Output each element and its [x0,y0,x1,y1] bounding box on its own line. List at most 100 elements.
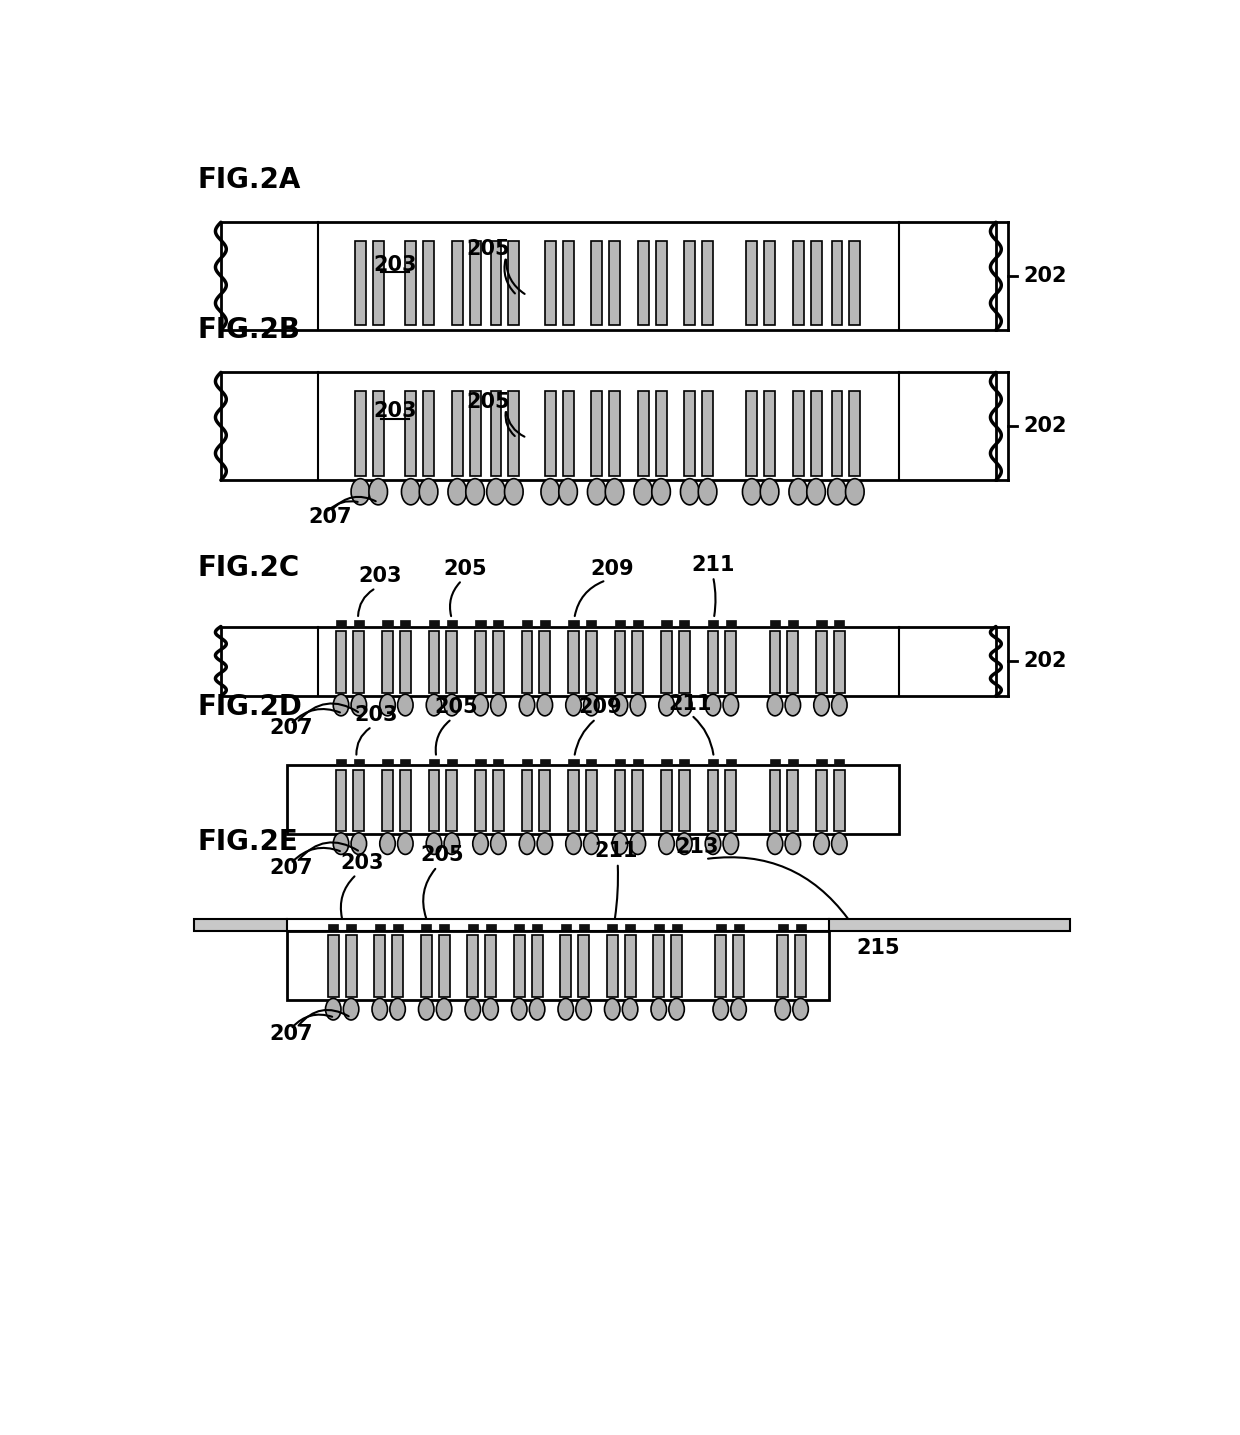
Text: 207: 207 [309,507,352,527]
Bar [420,936,432,997]
Bar [374,936,386,997]
Ellipse shape [846,479,864,505]
Bar [336,769,346,831]
Ellipse shape [768,832,782,854]
Bar [661,759,672,765]
Ellipse shape [588,479,606,505]
Bar [475,759,486,765]
Bar [382,759,393,765]
Text: 209: 209 [579,697,622,718]
Ellipse shape [723,695,739,716]
Ellipse shape [630,695,646,716]
Bar [733,936,744,997]
Bar [494,759,503,765]
Ellipse shape [558,999,573,1020]
Bar [632,769,644,831]
Bar [422,924,432,931]
Bar [353,631,365,693]
Ellipse shape [351,695,367,716]
Bar [470,241,481,326]
Bar [591,390,603,475]
Bar [539,769,551,831]
Bar [811,390,821,475]
Text: FIG.2D: FIG.2D [197,693,303,720]
Ellipse shape [775,999,791,1020]
Ellipse shape [630,832,646,854]
Text: 207: 207 [270,719,314,738]
Ellipse shape [472,832,489,854]
Bar [221,222,996,330]
Bar [221,627,996,696]
Bar [830,918,1069,931]
Bar [515,924,525,931]
Text: 205: 205 [466,392,510,412]
Bar [833,631,844,693]
Bar [632,759,642,765]
Ellipse shape [652,479,671,505]
Bar [715,924,725,931]
Bar [835,620,844,627]
Bar [715,936,727,997]
Bar [392,936,403,997]
Bar [578,936,589,997]
Text: 205: 205 [443,558,487,578]
Bar [451,390,463,475]
Text: 211: 211 [594,841,637,861]
Bar [485,936,496,997]
Bar [221,373,996,481]
Bar [770,620,780,627]
Ellipse shape [482,999,498,1020]
Ellipse shape [613,695,627,716]
Bar [467,924,477,931]
Bar [544,390,556,475]
Ellipse shape [444,695,460,716]
Bar [792,390,804,475]
Text: 203: 203 [373,400,417,420]
Bar [568,631,579,693]
Bar [373,390,383,475]
Ellipse shape [511,999,527,1020]
Ellipse shape [537,832,553,854]
Ellipse shape [658,695,675,716]
Bar [770,769,780,831]
Bar [787,620,797,627]
Bar [329,924,339,931]
Bar [563,241,574,326]
Bar [486,924,496,931]
Bar [544,241,556,326]
Bar [373,241,383,326]
Bar [725,769,737,831]
Ellipse shape [427,695,441,716]
Bar [764,390,775,475]
Ellipse shape [605,999,620,1020]
Bar [632,631,644,693]
Text: FIG.2C: FIG.2C [197,554,300,583]
Ellipse shape [419,999,434,1020]
Bar [661,620,672,627]
Ellipse shape [334,695,348,716]
Bar [615,620,625,627]
Ellipse shape [743,479,761,505]
Ellipse shape [706,695,720,716]
Ellipse shape [792,999,808,1020]
Bar [513,936,525,997]
Ellipse shape [559,479,578,505]
Bar [632,620,642,627]
Bar [832,390,842,475]
Bar [832,241,842,326]
Text: FIG.2B: FIG.2B [197,316,300,344]
Ellipse shape [828,479,847,505]
Bar [680,620,689,627]
Bar [702,390,713,475]
Text: 211: 211 [691,555,735,575]
Ellipse shape [491,832,506,854]
Bar [725,631,737,693]
Ellipse shape [520,695,534,716]
Ellipse shape [351,479,370,505]
Bar [346,924,356,931]
Bar [508,390,520,475]
Bar [568,759,579,765]
Ellipse shape [698,479,717,505]
Ellipse shape [622,999,637,1020]
Bar [491,390,501,475]
